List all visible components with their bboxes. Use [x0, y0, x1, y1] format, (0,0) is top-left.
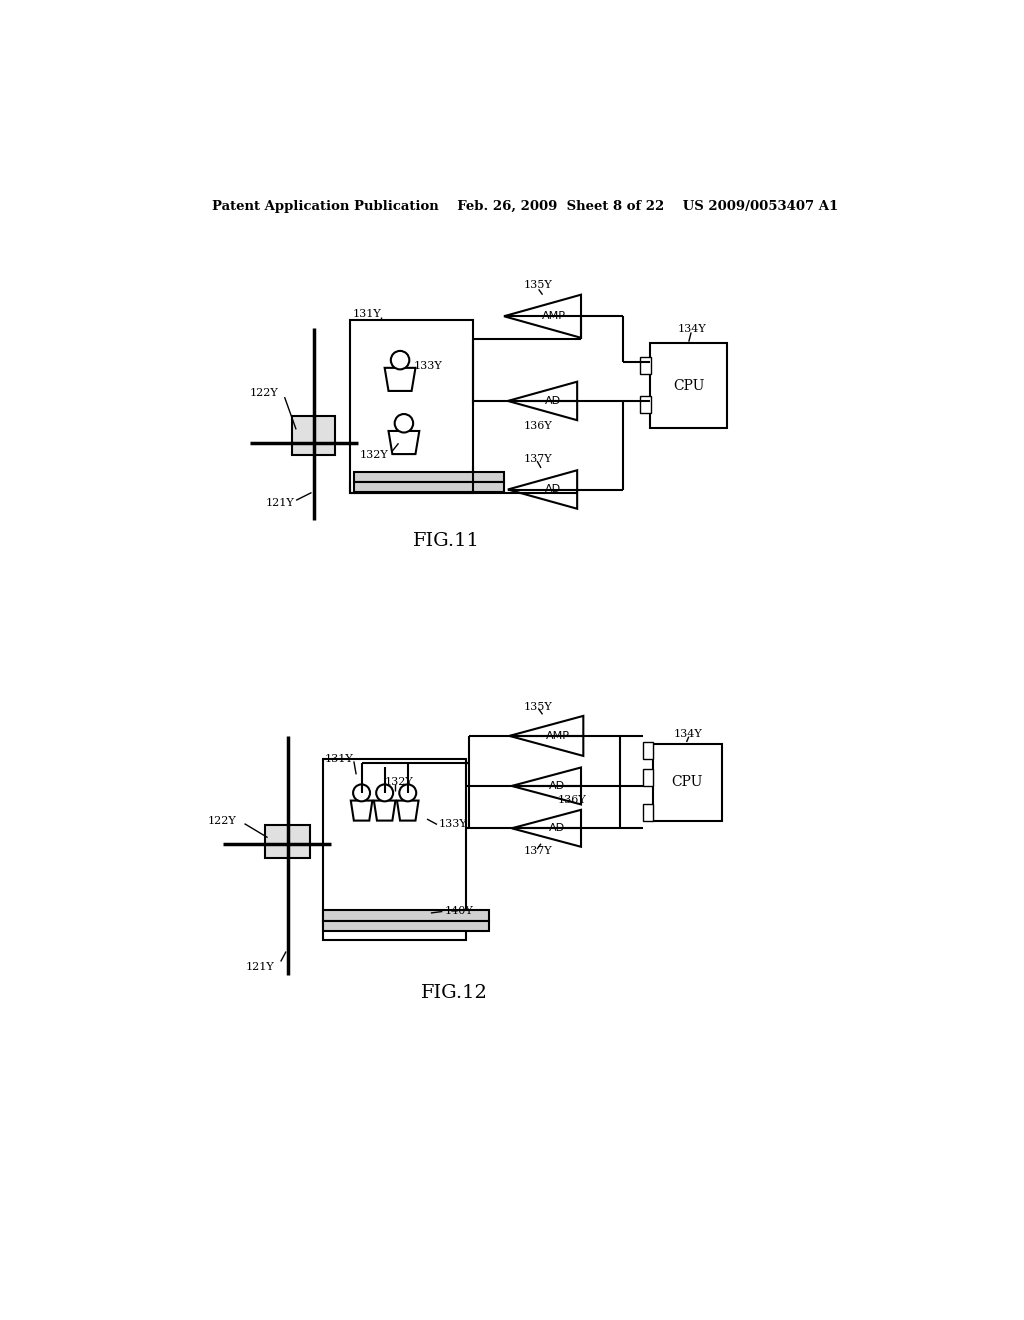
Text: 131Y: 131Y [352, 309, 381, 319]
Text: Patent Application Publication    Feb. 26, 2009  Sheet 8 of 22    US 2009/005340: Patent Application Publication Feb. 26, … [212, 199, 838, 213]
Text: 133Y: 133Y [414, 362, 442, 371]
Text: 133Y: 133Y [438, 820, 467, 829]
Text: FIG.11: FIG.11 [413, 532, 479, 550]
Text: AD: AD [545, 396, 561, 407]
Bar [354, 482, 504, 492]
Polygon shape [351, 800, 373, 821]
Text: 132Y: 132Y [360, 450, 389, 459]
Text: 136Y: 136Y [523, 421, 552, 432]
Polygon shape [385, 368, 416, 391]
Circle shape [391, 351, 410, 370]
Circle shape [376, 784, 393, 801]
Bar [650, 343, 727, 428]
Bar [350, 321, 473, 494]
Text: FIG.12: FIG.12 [421, 983, 487, 1002]
Bar [652, 743, 722, 821]
Polygon shape [374, 800, 395, 821]
Bar [323, 921, 488, 932]
Text: 134Y: 134Y [677, 325, 706, 334]
Circle shape [353, 784, 370, 801]
Text: 121Y: 121Y [246, 962, 274, 972]
Polygon shape [397, 800, 419, 821]
Text: 137Y: 137Y [523, 454, 552, 463]
Bar [323, 909, 488, 921]
Text: AMP: AMP [546, 731, 569, 741]
Text: 135Y: 135Y [523, 702, 552, 711]
Text: 122Y: 122Y [250, 388, 279, 399]
Text: CPU: CPU [672, 775, 702, 789]
Bar [640, 356, 651, 374]
Polygon shape [512, 767, 581, 804]
Circle shape [399, 784, 416, 801]
Text: 136Y: 136Y [558, 795, 587, 805]
Text: AD: AD [549, 781, 565, 791]
Text: 131Y: 131Y [325, 754, 353, 764]
Text: 122Y: 122Y [208, 816, 237, 825]
Bar [265, 825, 310, 858]
Text: 121Y: 121Y [265, 498, 294, 508]
Text: 135Y: 135Y [523, 280, 552, 290]
Text: AD: AD [545, 484, 561, 495]
Text: 132Y: 132Y [385, 777, 414, 787]
Text: 134Y: 134Y [674, 730, 702, 739]
Polygon shape [504, 294, 581, 338]
Text: AD: AD [549, 824, 565, 833]
Bar [643, 804, 653, 821]
Bar [323, 759, 466, 940]
Bar [640, 396, 651, 412]
Polygon shape [388, 430, 419, 454]
Text: 140Y: 140Y [444, 907, 473, 916]
Bar [643, 770, 653, 785]
Polygon shape [508, 470, 578, 508]
Polygon shape [512, 810, 581, 847]
Polygon shape [509, 715, 584, 756]
Text: AMP: AMP [542, 312, 566, 321]
Polygon shape [508, 381, 578, 420]
Bar [354, 471, 504, 482]
Text: 137Y: 137Y [523, 846, 552, 857]
Bar [292, 416, 335, 455]
Text: CPU: CPU [673, 379, 705, 392]
Bar [643, 742, 653, 759]
Circle shape [394, 414, 413, 433]
